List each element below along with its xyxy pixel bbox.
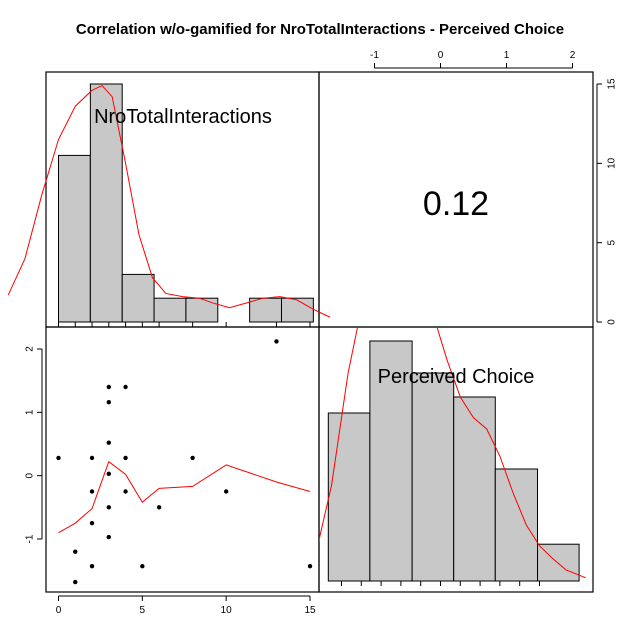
histogram-bar — [494, 468, 539, 582]
top-axis-tick-label: 1 — [504, 50, 510, 61]
chart-title: Correlation w/o-gamified for NroTotalInt… — [76, 21, 564, 38]
scatter-panel — [56, 339, 313, 585]
histogram-bar — [280, 297, 314, 323]
left-axis-tick-label: 1 — [25, 409, 36, 415]
left-axis-tick-label: 2 — [25, 346, 36, 352]
histogram-bar — [153, 297, 187, 323]
data-point — [156, 505, 162, 510]
data-point — [140, 564, 145, 569]
data-point — [223, 489, 229, 494]
top-axis-tick-label: 2 — [570, 50, 576, 61]
variable-label-nrototalinteractions: NroTotalInteractions — [94, 106, 272, 128]
data-point — [89, 564, 95, 569]
data-point — [123, 384, 128, 390]
data-point — [123, 455, 128, 461]
data-point — [89, 455, 95, 461]
correlation-value: 0.12 — [423, 185, 489, 223]
panel-bottom-left — [45, 326, 320, 593]
histogram-bar — [58, 154, 91, 323]
left-axis-tick-label: -1 — [25, 534, 36, 543]
panel-bottom-right — [318, 326, 594, 593]
histogram-bar — [249, 297, 282, 323]
data-point — [89, 489, 95, 494]
histogram-nrototalinteractions — [7, 83, 331, 327]
data-point — [73, 579, 78, 585]
top-axis-tick-label: 0 — [438, 50, 444, 61]
data-point — [89, 520, 95, 526]
variable-label-perceived-choice: Perceived Choice — [378, 366, 535, 388]
data-point — [106, 505, 112, 510]
data-point — [123, 489, 128, 494]
histogram-bar — [185, 297, 219, 323]
data-point — [106, 471, 112, 476]
data-point — [274, 339, 279, 344]
data-point — [56, 455, 61, 461]
density-curve — [7, 84, 331, 318]
bottom-axis-tick-label: 15 — [304, 605, 316, 616]
data-point — [190, 455, 195, 461]
histogram-bar — [327, 412, 371, 582]
data-point — [73, 549, 78, 554]
left-axis-tick-label: 0 — [25, 472, 36, 478]
data-point — [106, 384, 112, 390]
histogram-bar — [411, 372, 455, 582]
bottom-axis-tick-label: 0 — [56, 605, 62, 616]
data-point — [106, 534, 112, 540]
right-axis-tick-label: 10 — [607, 157, 618, 169]
histogram-bar — [89, 83, 123, 323]
data-point — [307, 564, 313, 569]
right-axis-tick-label: 0 — [607, 319, 618, 325]
top-axis-tick-label: -1 — [370, 50, 379, 61]
right-axis-tick-label: 15 — [607, 78, 618, 90]
bottom-axis-tick-label: 10 — [221, 605, 233, 616]
histogram-bar — [453, 396, 496, 582]
density-curve — [319, 327, 586, 579]
histogram-bar — [121, 273, 155, 323]
data-point — [106, 400, 112, 405]
histogram-perceived-choice — [319, 327, 586, 586]
right-axis-tick-label: 5 — [607, 239, 618, 245]
data-point — [106, 440, 112, 445]
axes: 0 5 10 15 -1 0 1 2 -1 0 1 2 0 5 10 15 — [25, 50, 618, 616]
smooth-line — [58, 460, 311, 534]
histogram-bar — [369, 340, 413, 582]
bottom-axis-tick-label: 5 — [140, 605, 146, 616]
